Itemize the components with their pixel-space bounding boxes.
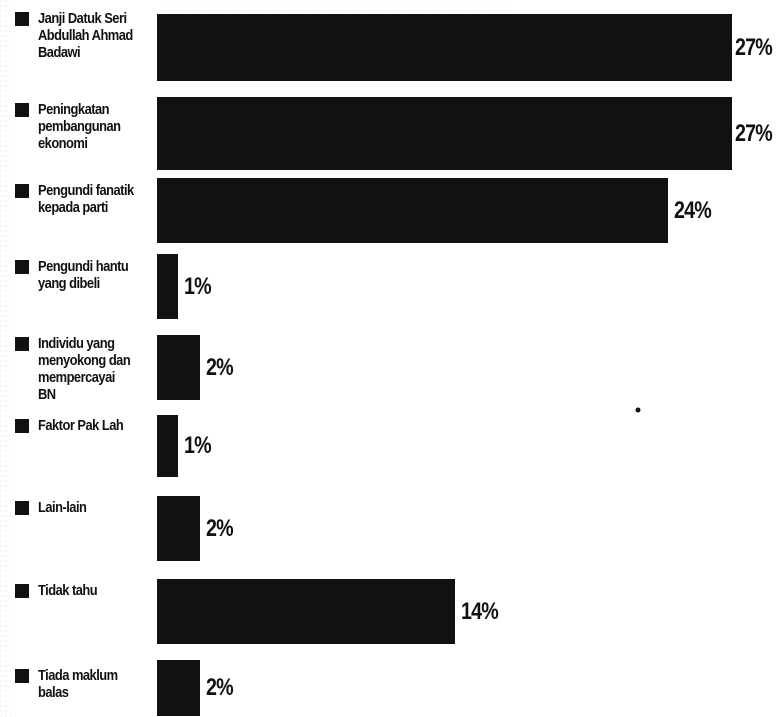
category-marker [15, 12, 29, 26]
data-label: 2% [206, 674, 234, 701]
data-label: 14% [461, 597, 499, 625]
data-label: 2% [206, 514, 234, 542]
bar [157, 254, 178, 319]
category-marker [15, 419, 29, 433]
data-label: 2% [206, 353, 234, 381]
category-label: Janji Datuk Seri Abdullah Ahmad Badawi [38, 10, 133, 61]
category-label: Pengundi hantu yang dibeli [38, 258, 129, 292]
bar [157, 335, 200, 400]
category-label: Peningkatan pembangunan ekonomi [38, 101, 121, 152]
category-label: Lain-lain [38, 499, 87, 516]
bar [157, 579, 455, 644]
bar [157, 496, 200, 561]
category-marker [15, 103, 29, 117]
category-marker [15, 501, 29, 515]
data-label: 27% [735, 33, 773, 61]
category-marker [15, 184, 29, 198]
bar [157, 14, 732, 81]
data-label: 27% [735, 119, 773, 147]
data-label: 1% [184, 272, 212, 300]
data-label: 1% [184, 432, 212, 459]
category-label: Tiada maklum balas [38, 667, 118, 701]
data-label: 24% [674, 196, 712, 224]
category-marker [15, 260, 29, 274]
category-marker [15, 584, 29, 598]
bar [157, 178, 668, 243]
category-label: Faktor Pak Lah [38, 417, 124, 434]
bar [157, 97, 732, 170]
category-marker [15, 669, 29, 683]
category-marker [15, 337, 29, 351]
bar [157, 660, 200, 716]
category-label: Tidak tahu [38, 582, 98, 599]
category-label: Individu yang menyokong dan mempercayai … [38, 335, 131, 403]
bar [157, 415, 178, 477]
category-label: Pengundi fanatik kepada parti [38, 182, 134, 216]
